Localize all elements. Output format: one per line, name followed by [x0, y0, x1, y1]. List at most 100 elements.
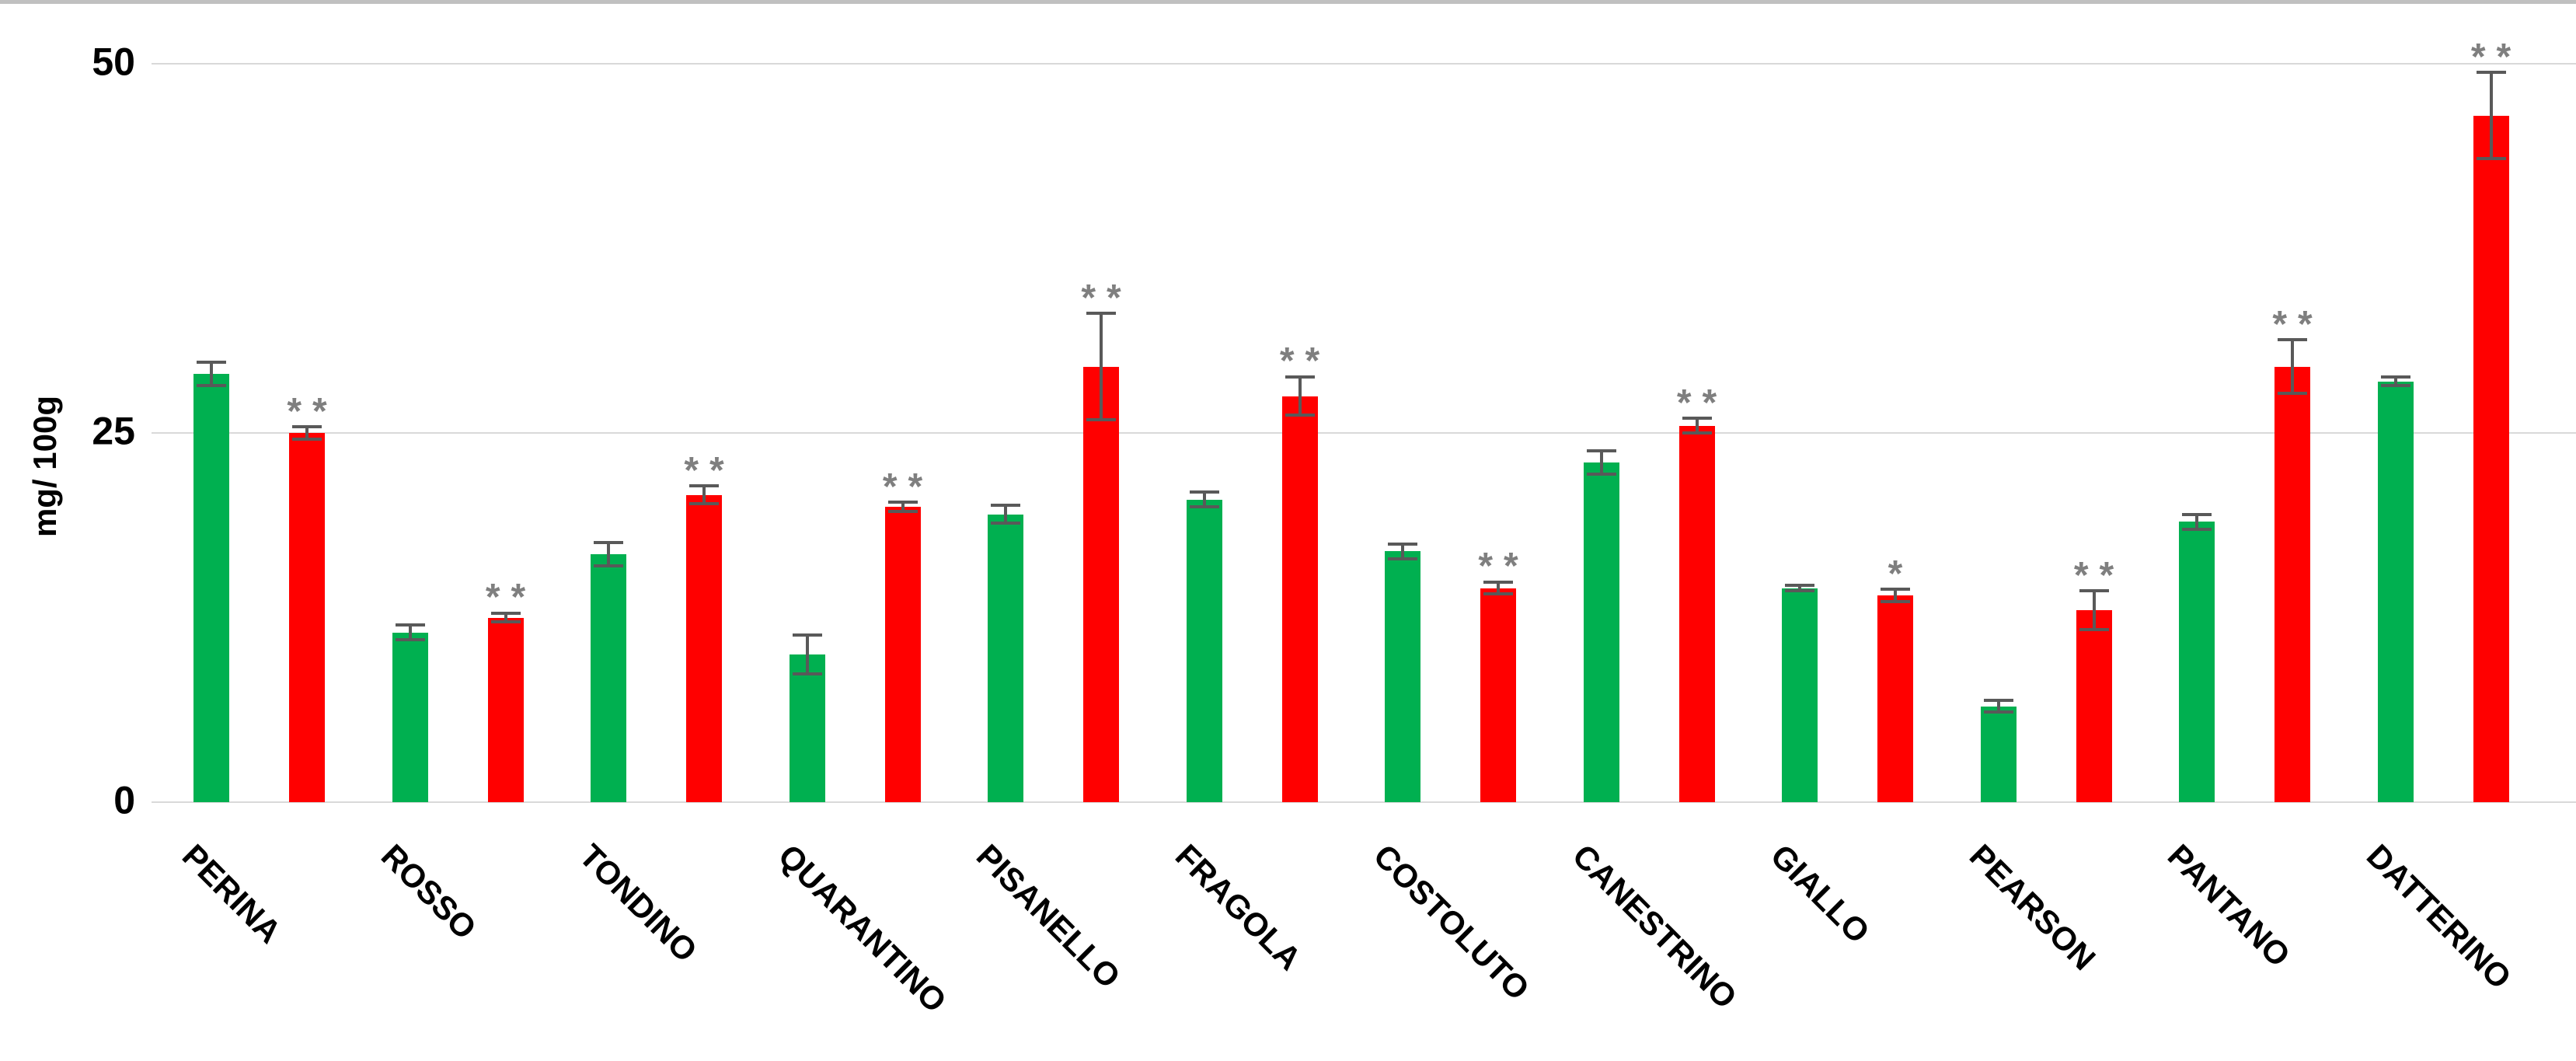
- gridline-50: [152, 63, 2576, 65]
- error-bar-cap-top-red-pearson: [2079, 589, 2109, 593]
- error-bar-cap-top-red-datterino: [2476, 71, 2506, 75]
- y-tick-label-0: 0: [113, 778, 135, 822]
- error-bar-cap-bottom-green-giallo: [1785, 589, 1814, 593]
- gridline-0: [152, 801, 2576, 803]
- category-label-fragola: FRAGOLA: [1168, 837, 1309, 978]
- bar-green-giallo: [1782, 588, 1818, 802]
- significance-marker-pearson: **: [2073, 554, 2125, 596]
- category-label-pearson: PEARSON: [1962, 837, 2103, 978]
- significance-marker-fragola: **: [1279, 340, 1331, 382]
- error-bar-cap-bottom-red-tondino: [689, 502, 719, 506]
- significance-marker-rosso: **: [485, 577, 537, 619]
- error-bar-red-costoluto: [1497, 581, 1500, 595]
- bar-red-fragola: [1281, 396, 1318, 802]
- error-bar-green-perina: [210, 361, 213, 386]
- bar-red-giallo: [1877, 595, 1913, 802]
- significance-marker-pisanello: **: [1081, 277, 1132, 319]
- error-bar-cap-bottom-green-canestrino: [1586, 473, 1616, 476]
- error-bar-red-tondino: [702, 486, 706, 504]
- error-bar-cap-bottom-red-fragola: [1285, 414, 1315, 417]
- error-bar-cap-top-red-pisanello: [1086, 312, 1116, 316]
- error-bar-cap-bottom-green-pisanello: [991, 521, 1020, 525]
- error-bar-green-rosso: [408, 625, 412, 640]
- error-bar-cap-bottom-green-rosso: [395, 638, 425, 641]
- error-bar-cap-top-red-fragola: [1285, 375, 1315, 379]
- error-bar-red-pantano: [2291, 340, 2294, 393]
- bar-green-pearson: [1980, 706, 2017, 802]
- bar-green-pisanello: [988, 514, 1023, 802]
- significance-marker-datterino: **: [2470, 36, 2522, 78]
- bar-red-quarantino: [884, 507, 921, 802]
- error-bar-red-quarantino: [901, 502, 905, 511]
- bar-green-datterino: [2377, 381, 2414, 802]
- bar-green-perina: [193, 374, 229, 802]
- error-bar-green-costoluto: [1401, 543, 1404, 559]
- error-bar-cap-top-green-datterino: [2380, 375, 2410, 379]
- y-tick-label-25: 25: [92, 409, 135, 453]
- category-label-quarantino: QUARANTINO: [771, 837, 953, 1020]
- error-bar-green-pearson: [1996, 700, 2000, 713]
- error-bar-red-perina: [305, 427, 308, 439]
- bar-red-rosso: [487, 617, 524, 802]
- error-bar-cap-top-green-pisanello: [991, 504, 1020, 508]
- error-bar-cap-bottom-red-rosso: [490, 620, 521, 624]
- bar-red-pantano: [2274, 366, 2310, 802]
- error-bar-cap-top-green-fragola: [1189, 490, 1219, 494]
- error-bar-red-pisanello: [1100, 313, 1103, 420]
- error-bar-cap-bottom-green-tondino: [594, 564, 623, 567]
- error-bar-red-rosso: [504, 613, 507, 623]
- category-label-tondino: TONDINO: [572, 837, 705, 969]
- error-bar-cap-bottom-green-pantano: [2182, 527, 2212, 531]
- category-label-costoluto: COSTOLUTO: [1366, 837, 1537, 1007]
- error-bar-cap-bottom-green-costoluto: [1388, 557, 1417, 560]
- error-bar-green-giallo: [1798, 585, 1801, 592]
- significance-marker-pantano: **: [2272, 303, 2323, 345]
- y-tick-label-50: 50: [92, 40, 135, 84]
- bar-green-quarantino: [789, 654, 825, 802]
- error-bar-cap-top-green-pantano: [2182, 512, 2212, 516]
- error-bar-cap-top-red-costoluto: [1483, 580, 1513, 584]
- error-bar-cap-top-green-quarantino: [792, 633, 822, 637]
- error-bar-green-pisanello: [1004, 505, 1007, 523]
- error-bar-cap-bottom-red-pantano: [2278, 391, 2307, 395]
- error-bar-cap-top-red-giallo: [1881, 588, 1910, 592]
- bar-red-pisanello: [1083, 366, 1119, 802]
- category-label-datterino: DATTERINO: [2359, 837, 2518, 996]
- gridline-25: [152, 432, 2576, 434]
- bar-red-datterino: [2473, 115, 2509, 802]
- bar-green-pantano: [2179, 522, 2215, 802]
- significance-marker-tondino: **: [684, 449, 735, 491]
- category-label-perina: PERINA: [175, 837, 289, 951]
- bar-green-costoluto: [1385, 551, 1420, 802]
- error-bar-cap-bottom-green-datterino: [2380, 384, 2410, 388]
- error-bar-red-giallo: [1894, 589, 1897, 602]
- error-bar-cap-bottom-green-pearson: [1983, 710, 2013, 714]
- error-bar-cap-top-red-pantano: [2278, 338, 2307, 342]
- significance-marker-giallo: *: [1888, 553, 1914, 595]
- bar-red-tondino: [686, 494, 722, 802]
- bar-red-canestrino: [1678, 425, 1715, 802]
- error-bar-cap-bottom-red-pearson: [2079, 627, 2109, 631]
- significance-marker-canestrino: **: [1676, 382, 1728, 424]
- category-label-giallo: GIALLO: [1763, 837, 1877, 951]
- error-bar-green-canestrino: [1599, 450, 1603, 475]
- figure-top-border: [0, 0, 2576, 4]
- error-bar-red-fragola: [1298, 376, 1302, 416]
- error-bar-green-fragola: [1202, 492, 1206, 507]
- error-bar-cap-bottom-red-giallo: [1881, 599, 1910, 603]
- error-bar-red-pearson: [2092, 591, 2096, 630]
- error-bar-cap-top-red-quarantino: [887, 501, 918, 504]
- error-bar-cap-top-green-pearson: [1983, 698, 2013, 702]
- error-bar-cap-bottom-red-datterino: [2476, 156, 2506, 160]
- error-bar-cap-top-red-canestrino: [1682, 417, 1712, 420]
- bar-green-rosso: [392, 632, 428, 802]
- bar-red-pearson: [2076, 610, 2112, 802]
- significance-marker-quarantino: **: [882, 466, 934, 508]
- bar-red-costoluto: [1480, 588, 1516, 802]
- error-bar-green-datterino: [2393, 376, 2397, 386]
- error-bar-cap-top-green-perina: [197, 360, 226, 364]
- category-label-canestrino: CANESTRINO: [1565, 837, 1744, 1016]
- category-label-rosso: ROSSO: [374, 837, 483, 947]
- significance-marker-perina: **: [287, 390, 338, 432]
